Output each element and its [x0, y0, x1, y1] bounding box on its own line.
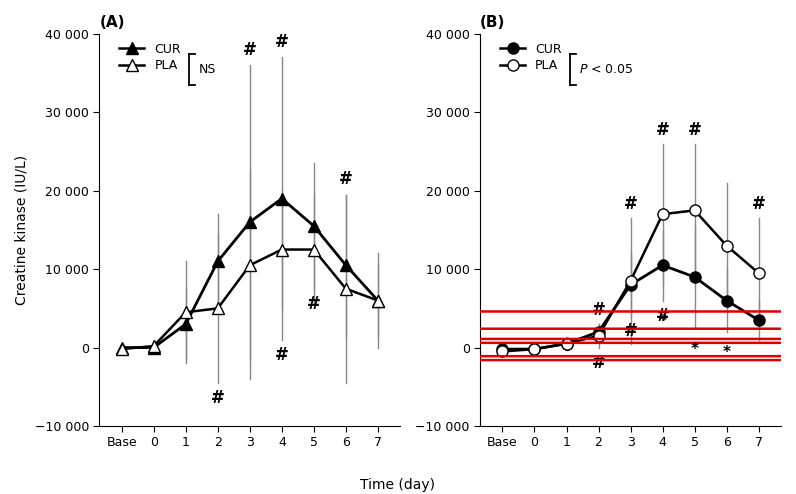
Legend: CUR, PLA: CUR, PLA [495, 38, 567, 77]
PLA [373, 297, 383, 303]
Text: #: # [211, 389, 224, 407]
CUR [341, 262, 350, 268]
Text: *: * [658, 314, 666, 329]
CUR [498, 346, 507, 352]
PLA [213, 305, 223, 311]
Text: *: * [723, 345, 731, 361]
Text: #: # [339, 170, 353, 188]
PLA [594, 333, 603, 339]
Text: $P$ < 0.05: $P$ < 0.05 [579, 63, 634, 76]
Text: *: * [691, 341, 699, 357]
CUR [562, 341, 572, 347]
CUR [657, 262, 667, 268]
CUR [277, 196, 287, 202]
PLA [754, 270, 763, 276]
PLA [117, 346, 127, 352]
Text: NS: NS [198, 63, 216, 76]
PLA [149, 343, 158, 349]
CUR [373, 297, 383, 303]
Text: #: # [688, 121, 701, 139]
Text: #: # [751, 196, 766, 213]
PLA [498, 348, 507, 354]
Text: Time (day): Time (day) [361, 478, 435, 492]
Y-axis label: Creatine kinase (IU/L): Creatine kinase (IU/L) [15, 155, 29, 305]
Text: #: # [275, 346, 289, 364]
CUR [117, 345, 127, 351]
Line: CUR: CUR [497, 260, 764, 355]
PLA [181, 309, 190, 315]
CUR [149, 345, 158, 351]
Text: (B): (B) [480, 15, 505, 30]
Text: #: # [591, 354, 606, 372]
CUR [309, 223, 318, 229]
Text: #: # [656, 121, 669, 139]
CUR [181, 321, 190, 327]
Line: CUR: CUR [116, 193, 384, 353]
PLA [690, 207, 700, 213]
PLA [722, 243, 732, 248]
PLA [277, 247, 287, 252]
PLA [245, 262, 255, 268]
Line: PLA: PLA [116, 244, 384, 355]
Text: #: # [243, 41, 257, 59]
Line: PLA: PLA [497, 205, 764, 357]
CUR [722, 297, 732, 303]
CUR [594, 329, 603, 335]
CUR [690, 274, 700, 280]
CUR [626, 282, 635, 288]
CUR [754, 317, 763, 323]
CUR [213, 258, 223, 264]
PLA [657, 211, 667, 217]
Text: #: # [623, 196, 638, 213]
CUR [529, 346, 539, 352]
Legend: CUR, PLA: CUR, PLA [115, 38, 186, 77]
Text: #: # [275, 33, 289, 51]
Text: #: # [623, 323, 638, 340]
Text: #: # [656, 307, 669, 325]
PLA [626, 278, 635, 284]
PLA [341, 286, 350, 292]
PLA [529, 346, 539, 352]
Text: (A): (A) [100, 15, 125, 30]
Text: #: # [307, 295, 321, 313]
PLA [562, 341, 572, 347]
Text: #: # [591, 301, 606, 319]
PLA [309, 247, 318, 252]
CUR [245, 219, 255, 225]
